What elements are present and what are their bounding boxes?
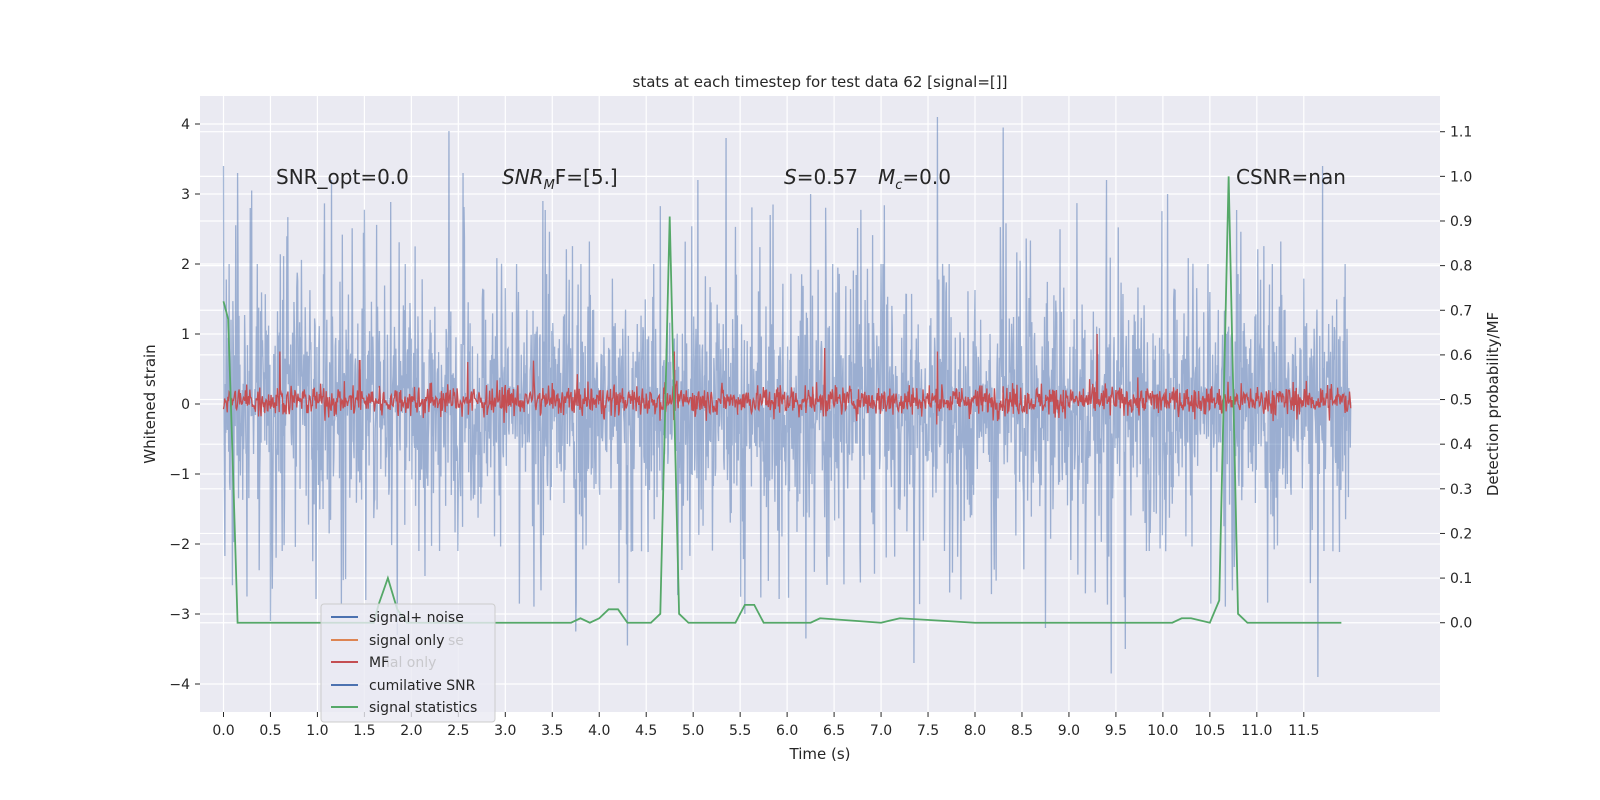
x-tick-label-12: 6.0 (776, 723, 798, 739)
series-mf (222, 333, 1352, 425)
annotation-csnr: CSNR=nan (1236, 165, 1346, 189)
legend-item-signal-statistics: signal statistics (331, 700, 477, 716)
annotation-snr-mf-main: SNR (502, 165, 544, 189)
y2-tick-label-11: 1.1 (1450, 125, 1472, 141)
x-tick-label-6: 3.0 (494, 723, 516, 739)
annotation-snr-mf-sub: M (544, 178, 555, 193)
x-tick-label-9: 4.5 (635, 723, 657, 739)
y2-tick-label-3: 0.3 (1450, 482, 1472, 498)
y2-tick-label-1: 0.1 (1450, 571, 1472, 587)
x-tick-label-16: 8.0 (964, 723, 986, 739)
x-tick-label-4: 2.0 (400, 723, 422, 739)
legend-ghost-text-2: nal only (381, 655, 436, 671)
x-tick-label-8: 4.0 (588, 723, 610, 739)
x-tick-label-21: 10.5 (1194, 723, 1225, 739)
y-tick-label-8: 4 (181, 117, 190, 133)
y2-tick-label-6: 0.6 (1450, 348, 1472, 364)
y2-tick-label-7: 0.7 (1450, 303, 1472, 319)
x-tick-label-10: 5.0 (682, 723, 704, 739)
x-tick-label-20: 10.0 (1147, 723, 1178, 739)
x-tick-label-17: 8.5 (1011, 723, 1033, 739)
annotation-mc-sub: c (895, 178, 902, 193)
x-axis: 0.0 0.5 1.0 1.5 2.0 2.5 3.0 3.5 4.0 4.5 5.0 5.5 6.0 6… (212, 712, 1319, 739)
x-tick-label-15: 7.5 (917, 723, 939, 739)
x-axis-label: Time (s) (789, 745, 851, 763)
y2-tick-label-2: 0.2 (1450, 526, 1472, 542)
y-tick-label-7: 3 (181, 187, 190, 203)
series-signal-statistics (222, 176, 1342, 624)
legend-item-cumilative-snr: cumilative SNR (331, 678, 476, 694)
x-tick-label-11: 5.5 (729, 723, 751, 739)
x-tick-label-3: 1.5 (353, 723, 375, 739)
x-tick-label-7: 3.5 (541, 723, 563, 739)
annotation-mc-main: M (878, 165, 895, 189)
annotation-mc: Mc=0.0 (878, 165, 951, 193)
x-tick-label-19: 9.5 (1105, 723, 1127, 739)
legend-box (320, 603, 496, 723)
legend-label-signal-only: signal only (369, 633, 444, 649)
y-tick-label-1: −3 (169, 607, 190, 623)
y-tick-label-5: 1 (181, 327, 190, 343)
chart-title: stats at each timestep for test data 62 … (633, 73, 1008, 91)
x-tick-label-18: 9.0 (1058, 723, 1080, 739)
y2-tick-label-10: 1.0 (1450, 169, 1472, 185)
annotation-snr-mf: SNRMF=[5.] (502, 165, 618, 193)
annotation-mc-rest: =0.0 (902, 165, 951, 189)
x-tick-label-14: 7.0 (870, 723, 892, 739)
x-tick-label-2: 1.0 (306, 723, 328, 739)
y-axis-right: 0.0 0.1 0.2 0.3 0.4 0.5 0.6 0.7 0.8 0.9 1.0 1.1 (1440, 125, 1472, 632)
y2-tick-label-9: 0.9 (1450, 214, 1472, 230)
legend-label-mf: MF (369, 655, 389, 671)
series-signal-noise (222, 116, 1352, 678)
legend-item-signal-noise: signal+ noise (331, 610, 464, 626)
y2-tick-label-5: 0.5 (1450, 393, 1472, 409)
y-tick-label-4: 0 (181, 397, 190, 413)
legend-label-signal-statistics: signal statistics (369, 700, 477, 716)
annotation-snr-mf-rest: F=[5.] (555, 165, 618, 189)
legend-label-cumilative-snr: cumilative SNR (369, 678, 476, 694)
y2-tick-label-8: 0.8 (1450, 259, 1472, 275)
x-tick-label-0: 0.0 (212, 723, 234, 739)
x-tick-label-13: 6.5 (823, 723, 845, 739)
annotations: SNR_opt=0.0 SNRMF=[5.] S=0.57 Mc=0.0 CSN… (276, 165, 1346, 193)
legend: se nal only signal+ noise signal only MF… (320, 603, 496, 723)
y-tick-label-6: 2 (181, 257, 190, 273)
series-layer (222, 116, 1352, 678)
y-axis-left: −4 −3 −2 −1 0 1 2 3 4 (169, 117, 200, 693)
legend-ghost-text-1: se (448, 633, 464, 649)
y-axis-label-right: Detection probability/MF (1484, 312, 1502, 496)
annotation-s-rest: =0.57 (797, 165, 858, 189)
x-tick-label-22: 11.0 (1241, 723, 1272, 739)
x-tick-label-23: 11.5 (1288, 723, 1319, 739)
annotation-s-main: S (784, 165, 797, 189)
annotation-s: S=0.57 (784, 165, 858, 189)
y-tick-label-0: −4 (169, 677, 190, 693)
y-tick-label-3: −1 (169, 467, 190, 483)
legend-item-mf: MF (331, 655, 389, 671)
y-axis-label-left: Whitened strain (141, 344, 159, 463)
legend-label-signal-noise: signal+ noise (369, 610, 464, 626)
x-tick-label-5: 2.5 (447, 723, 469, 739)
legend-item-signal-only: signal only (331, 633, 444, 649)
annotation-snr-opt: SNR_opt=0.0 (276, 165, 409, 189)
y2-tick-label-4: 0.4 (1450, 437, 1472, 453)
x-tick-label-1: 0.5 (259, 723, 281, 739)
y2-tick-label-0: 0.0 (1450, 616, 1472, 632)
y-tick-label-2: −2 (169, 537, 190, 553)
